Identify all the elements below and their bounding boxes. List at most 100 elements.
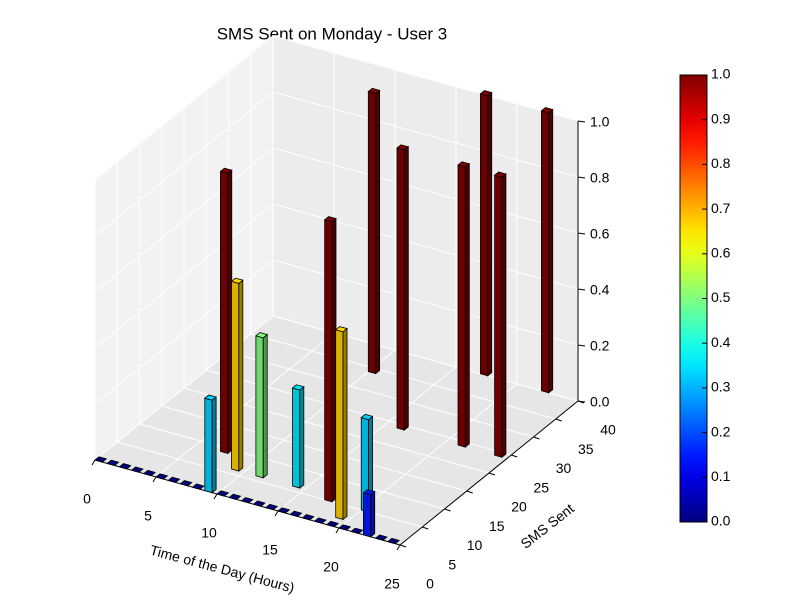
colorbar-tick-label: 0.8 — [711, 155, 731, 171]
bar — [362, 489, 376, 538]
bar — [350, 527, 364, 534]
bar-front — [367, 91, 377, 375]
z-tick — [577, 400, 586, 403]
grid-line — [272, 203, 579, 290]
colorbar-tick-label: 0.9 — [711, 110, 731, 126]
bar-top — [396, 144, 410, 151]
bar-top — [167, 476, 181, 483]
grid-line — [94, 147, 274, 293]
bar — [252, 500, 266, 507]
bar — [360, 413, 374, 513]
bar-top — [350, 527, 364, 534]
bar-top — [142, 469, 156, 477]
bar-top — [540, 107, 554, 114]
bar — [289, 510, 303, 517]
y-tick — [488, 472, 496, 476]
z-tick-label: 0.4 — [590, 282, 610, 298]
bar — [106, 459, 120, 466]
bar-top — [386, 537, 400, 545]
bar-side — [299, 385, 305, 489]
y-tick — [511, 454, 518, 458]
bar-front — [231, 280, 240, 472]
y-tick-label: 20 — [511, 499, 527, 515]
grid-line — [94, 203, 274, 349]
bar-front — [396, 147, 405, 431]
grid-line — [228, 351, 534, 438]
bar-front — [255, 335, 264, 479]
x-tick-label: 5 — [144, 508, 152, 524]
bar-top — [291, 384, 305, 391]
bar-side — [262, 333, 268, 479]
grid-line — [272, 91, 579, 178]
bar — [255, 332, 269, 479]
grid-line — [272, 147, 579, 234]
bar — [130, 466, 144, 473]
y-tick-label: 35 — [578, 441, 594, 457]
colorbar-tick-label: 0.5 — [711, 289, 731, 305]
bar — [191, 483, 205, 490]
bar-top — [362, 489, 376, 496]
bar — [367, 87, 381, 375]
bar — [203, 394, 217, 494]
bar-side — [487, 91, 493, 377]
x-tick-label: 10 — [201, 525, 217, 541]
bar — [118, 463, 132, 470]
bar — [334, 326, 348, 521]
x-tick — [396, 544, 401, 551]
bar-side — [342, 327, 348, 521]
bar-top — [323, 216, 337, 223]
z-tick — [577, 344, 586, 347]
grid-line — [272, 35, 579, 122]
x-tick — [152, 476, 157, 483]
bar-top — [155, 473, 169, 480]
bar-front — [541, 110, 550, 394]
y-tick-label: 40 — [600, 422, 616, 438]
x-tick — [91, 459, 96, 466]
bar-front — [335, 329, 344, 520]
bar — [179, 480, 193, 487]
y-axis-line — [399, 400, 579, 546]
bar — [291, 384, 305, 489]
bar-top — [252, 500, 266, 507]
y-tick — [399, 544, 407, 548]
bar — [240, 497, 254, 504]
x-tick — [335, 527, 340, 534]
y-tick-label: 10 — [467, 537, 483, 553]
bar-side — [464, 162, 470, 448]
colorbar-tick-label: 0.2 — [711, 423, 731, 439]
bar-top — [457, 161, 471, 168]
x-tick-label: 0 — [83, 491, 91, 507]
y-tick — [555, 418, 562, 422]
z-tick — [577, 288, 586, 291]
bar-top — [289, 510, 303, 517]
bar — [374, 534, 388, 541]
bar-top — [94, 456, 108, 463]
bar-side — [501, 173, 507, 459]
bar — [479, 90, 493, 377]
y-tick-label: 0 — [426, 576, 434, 592]
z-tick-label: 0.6 — [590, 226, 610, 242]
bar-top — [338, 524, 352, 531]
bar-top — [360, 413, 374, 421]
x-tick-label: 25 — [384, 576, 400, 592]
colorbar-tick-label: 0.0 — [711, 513, 731, 529]
bar-top — [264, 503, 278, 511]
bar-front — [494, 174, 503, 458]
bar-top — [203, 394, 217, 401]
bar-top — [277, 507, 291, 514]
colorbar-tick-label: 0.6 — [711, 245, 731, 261]
bar-top — [191, 483, 205, 490]
bar — [94, 456, 108, 463]
bar — [313, 517, 327, 524]
bar-top — [325, 520, 339, 528]
bar-top — [334, 326, 348, 333]
bar — [142, 469, 156, 477]
grid-line — [272, 315, 579, 402]
bar-top — [228, 493, 242, 500]
bar — [155, 473, 169, 480]
bar-front — [362, 492, 372, 538]
bar-top — [130, 466, 144, 473]
bar — [396, 144, 410, 431]
bar — [228, 493, 242, 500]
